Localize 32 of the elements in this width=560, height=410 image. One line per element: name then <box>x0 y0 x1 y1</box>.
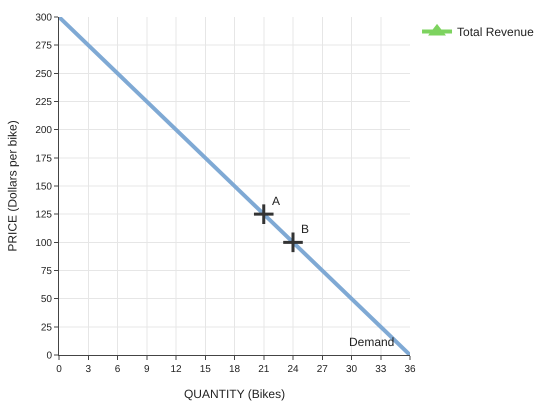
y-tick-label: 50 <box>40 294 52 306</box>
x-tick-label: 6 <box>114 364 121 375</box>
legend-label: Total Revenue <box>457 25 534 40</box>
x-tick-label: 15 <box>200 364 212 375</box>
y-tick-label: 225 <box>35 97 52 108</box>
y-tick-label: 0 <box>46 350 52 362</box>
annotation: Demand <box>349 335 394 349</box>
x-tick-label: 12 <box>170 364 182 375</box>
y-tick-label: 300 <box>35 12 52 24</box>
y-tick-label: 200 <box>35 125 52 136</box>
y-tick-label: 100 <box>35 238 52 249</box>
x-tick-label: 21 <box>258 364 270 375</box>
y-tick-label: 75 <box>40 266 52 277</box>
x-tick-label: 24 <box>287 364 299 375</box>
x-tick-label: 0 <box>56 364 62 375</box>
x-axis-title: QUANTITY (Bikes) <box>184 386 286 401</box>
x-tick-label: 18 <box>228 364 240 375</box>
x-tick-label: 30 <box>346 364 358 375</box>
x-tick-label: 36 <box>404 364 416 375</box>
annotation: B <box>301 222 310 236</box>
y-tick-label: 275 <box>35 40 52 52</box>
y-tick-label: 25 <box>40 322 52 334</box>
annotation: A <box>272 194 280 208</box>
y-tick-label: 175 <box>35 153 52 164</box>
y-tick-label: 150 <box>35 182 52 192</box>
x-tick-label: 27 <box>316 364 328 375</box>
x-tick-label: 9 <box>144 364 150 375</box>
y-tick-label: 250 <box>35 68 52 80</box>
y-axis-title: PRICE (Dollars per bike) <box>6 120 20 252</box>
x-tick-label: 33 <box>375 364 387 375</box>
x-tick-label: 3 <box>85 364 92 375</box>
y-tick-label: 125 <box>35 210 52 221</box>
